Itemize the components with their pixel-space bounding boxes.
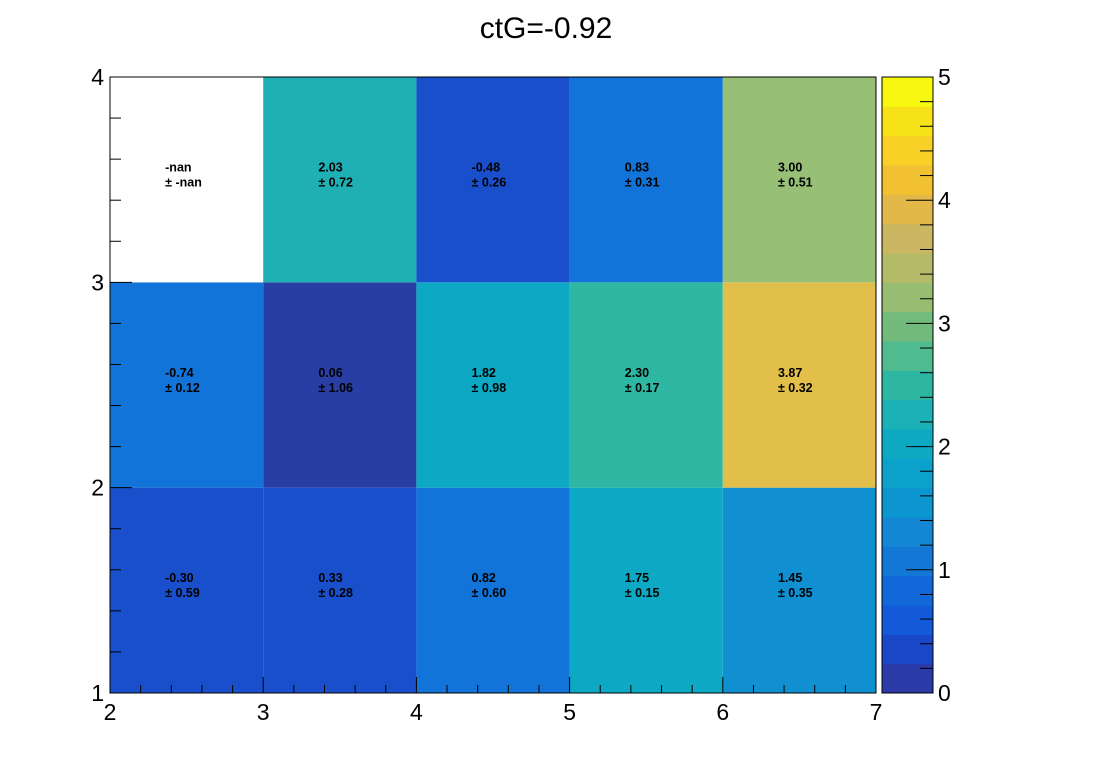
cell-error-label: ± 0.26: [472, 175, 507, 189]
heatmap-cell: [722, 282, 876, 488]
y-tick-label: 4: [91, 64, 104, 90]
cell-value-label: -0.74: [165, 366, 194, 380]
colorbar-segment: [882, 223, 933, 254]
x-axis: 2 3 4 5 6 7: [104, 677, 883, 725]
x-tick-label: 5: [563, 699, 576, 725]
colorbar-tick-label: 4: [938, 187, 951, 213]
colorbar-segment: [882, 165, 933, 195]
y-tick-label: 2: [91, 475, 104, 501]
cell-error-label: ± 0.31: [625, 175, 660, 189]
color-scale: 0 1 2 3 4 5: [881, 64, 951, 706]
cell-error-label: ± 0.17: [625, 381, 660, 395]
cell-value-label: 1.45: [778, 571, 802, 585]
x-tick-label: 4: [410, 699, 423, 725]
heatmap-cell: [263, 282, 417, 488]
cell-error-label: ± 0.15: [625, 586, 660, 600]
colorbar-segment: [882, 429, 933, 459]
colorbar-tick-label: 3: [938, 310, 951, 336]
y-axis: 1 2 3 4: [91, 64, 132, 706]
cell-error-label: ± 0.72: [318, 175, 353, 189]
cell-value-label: -0.30: [165, 571, 194, 585]
heatmap-cell: [722, 487, 876, 693]
heatmap-cell: [110, 282, 264, 488]
cell-error-label: ± 0.35: [778, 586, 813, 600]
x-tick-label: 2: [104, 699, 117, 725]
cell-error-label: ± 0.51: [778, 175, 813, 189]
cell-value-label: 0.82: [472, 571, 496, 585]
colorbar-tick-label: 5: [938, 64, 951, 90]
y-tick-label: 1: [91, 680, 104, 706]
heatmap-cells: [110, 77, 876, 693]
x-tick-label: 7: [870, 699, 883, 725]
colorbar-segment: [882, 282, 933, 313]
cell-value-label: 3.00: [778, 160, 802, 174]
cell-error-label: ± 0.60: [472, 586, 507, 600]
cell-value-label: 2.03: [318, 160, 342, 174]
cell-error-label: ± 0.98: [472, 381, 507, 395]
colorbar-tick-label: 1: [938, 557, 951, 583]
colorbar-segment: [882, 370, 933, 401]
chart-title: ctG=-0.92: [480, 12, 613, 45]
heatmap-cell: [416, 77, 570, 283]
heatmap-cell: [263, 77, 417, 283]
heatmap-cell: [110, 487, 264, 693]
colorbar-segment: [882, 575, 933, 606]
heatmap-cell: [569, 487, 723, 693]
heatmap-cell: [569, 77, 723, 283]
cell-value-label: -0.48: [472, 160, 501, 174]
colorbar-segment: [882, 487, 933, 518]
plot-frame: [109, 76, 877, 694]
colorbar-segment: [882, 311, 933, 342]
cell-error-label: ± 0.59: [165, 586, 200, 600]
colorbar-segment: [882, 399, 933, 430]
x-tick-label: 6: [716, 699, 729, 725]
colorbar-segment: [882, 253, 933, 283]
colorbar-segment: [882, 517, 933, 547]
cell-value-label: 2.30: [625, 366, 649, 380]
cell-error-label: ± 0.28: [318, 586, 353, 600]
cell-value-label: 0.83: [625, 160, 649, 174]
colorbar-tick-label: 0: [938, 680, 951, 706]
colorbar-segment: [882, 546, 933, 577]
heatmap-cell: [110, 77, 264, 283]
cell-value-label: 0.33: [318, 571, 342, 585]
cell-error-label: ± 0.32: [778, 381, 813, 395]
cell-value-label: 1.75: [625, 571, 649, 585]
heatmap-cell: [416, 282, 570, 488]
colorbar-segment: [882, 634, 933, 665]
cell-error-label: ± -nan: [165, 175, 202, 189]
cell-error-label: ± 1.06: [318, 381, 353, 395]
colorbar-segment: [882, 458, 933, 489]
colorbar-tick-label: 2: [938, 434, 951, 460]
colorbar-segment: [882, 77, 933, 107]
cell-value-label: -nan: [165, 160, 191, 174]
heatmap-cell: [416, 487, 570, 693]
heatmap-cell: [263, 487, 417, 693]
cell-value-label: 0.06: [318, 366, 342, 380]
colorbar-segment: [882, 341, 933, 371]
cell-value-label: 1.82: [472, 366, 496, 380]
y-tick-label: 3: [91, 269, 104, 295]
cell-value-label: 3.87: [778, 366, 802, 380]
cell-labels: -0.30± 0.590.33± 0.280.82± 0.601.75± 0.1…: [165, 160, 813, 600]
colorbar-segment: [882, 194, 933, 225]
cell-error-label: ± 0.12: [165, 381, 200, 395]
heatmap-cell: [722, 77, 876, 283]
x-tick-label: 3: [257, 699, 270, 725]
colorbar-segment: [882, 106, 933, 137]
heatmap-cell: [569, 282, 723, 488]
colorbar-segment: [882, 605, 933, 635]
